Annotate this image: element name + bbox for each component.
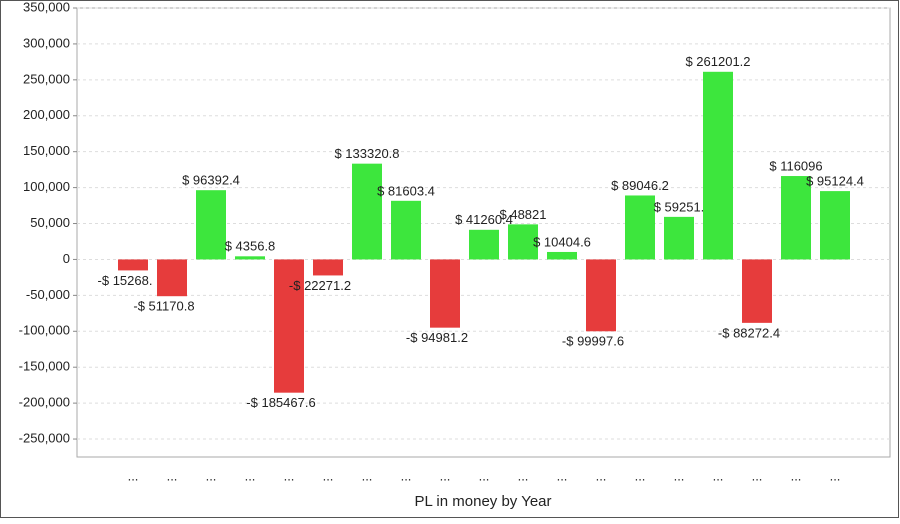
x-tick-label: ... [323, 468, 334, 483]
bar [703, 71, 733, 260]
bar [508, 224, 538, 260]
bar [157, 259, 187, 297]
data-label: $ 95124.4 [806, 174, 864, 189]
bar [781, 176, 811, 260]
y-tick-label: -150,000 [19, 359, 70, 374]
bar [313, 259, 343, 276]
bar [391, 200, 421, 260]
y-tick-label: 300,000 [23, 35, 70, 50]
bar [625, 195, 655, 260]
bar [196, 190, 226, 260]
data-label: -$ 88272.4 [718, 325, 780, 340]
x-tick-label: ... [674, 468, 685, 483]
data-label: -$ 22271.2 [289, 278, 351, 293]
x-tick-label: ... [401, 468, 412, 483]
x-tick-label: ... [830, 468, 841, 483]
x-tick-label: ... [479, 468, 490, 483]
x-tick-label: ... [713, 468, 724, 483]
x-tick-label: ... [635, 468, 646, 483]
bar [664, 216, 694, 260]
x-tick-label: ... [245, 468, 256, 483]
x-tick-label: ... [596, 468, 607, 483]
y-tick-label: 350,000 [23, 0, 70, 14]
x-tick-label: ... [362, 468, 373, 483]
bar [235, 256, 265, 260]
y-tick-label: -250,000 [19, 430, 70, 445]
y-tick-label: 50,000 [30, 215, 70, 230]
x-tick-label: ... [557, 468, 568, 483]
data-label: $ 41260.4 [455, 212, 513, 227]
data-label: $ 89046.2 [611, 178, 669, 193]
y-tick-label: 100,000 [23, 179, 70, 194]
data-label: $ 261201.2 [685, 54, 750, 69]
bar [274, 259, 304, 393]
data-label: -$ 94981.2 [406, 330, 468, 345]
x-tick-label: ... [791, 468, 802, 483]
y-tick-label: -100,000 [19, 323, 70, 338]
data-label: $ 48821 [500, 207, 547, 222]
data-label: -$ 99997.6 [562, 334, 624, 349]
bar [118, 259, 148, 271]
y-tick-label: 250,000 [23, 71, 70, 86]
data-label: $ 81603.4 [377, 183, 435, 198]
bar [469, 229, 499, 260]
data-label: $ 96392.4 [182, 173, 240, 188]
bar [352, 163, 382, 260]
bar [547, 251, 577, 260]
bar [430, 259, 460, 328]
bar [586, 259, 616, 332]
x-tick-label: ... [518, 468, 529, 483]
data-label: $ 4356.8 [225, 239, 276, 254]
y-tick-label: -50,000 [26, 287, 70, 302]
data-label: $ 116096 [769, 158, 822, 173]
x-tick-label: ... [167, 468, 178, 483]
x-tick-label: ... [284, 468, 295, 483]
y-tick-label: 0 [63, 251, 70, 266]
x-tick-label: ... [752, 468, 763, 483]
x-tick-label: ... [128, 468, 139, 483]
bar [820, 191, 850, 260]
y-tick-label: 200,000 [23, 107, 70, 122]
x-tick-label: ... [440, 468, 451, 483]
x-tick-label: ... [206, 468, 217, 483]
y-tick-label: -200,000 [19, 395, 70, 410]
data-label: -$ 51170.8 [133, 299, 194, 314]
data-label: $ 133320.8 [334, 146, 399, 161]
data-label: $ 10404.6 [533, 234, 591, 249]
bar [742, 259, 772, 323]
data-label: -$ 185467.6 [246, 395, 315, 410]
x-axis-title: PL in money by Year [414, 493, 551, 510]
y-tick-label: 150,000 [23, 143, 70, 158]
data-label: $ 59251. [654, 199, 705, 214]
data-label: -$ 15268. [98, 273, 153, 288]
